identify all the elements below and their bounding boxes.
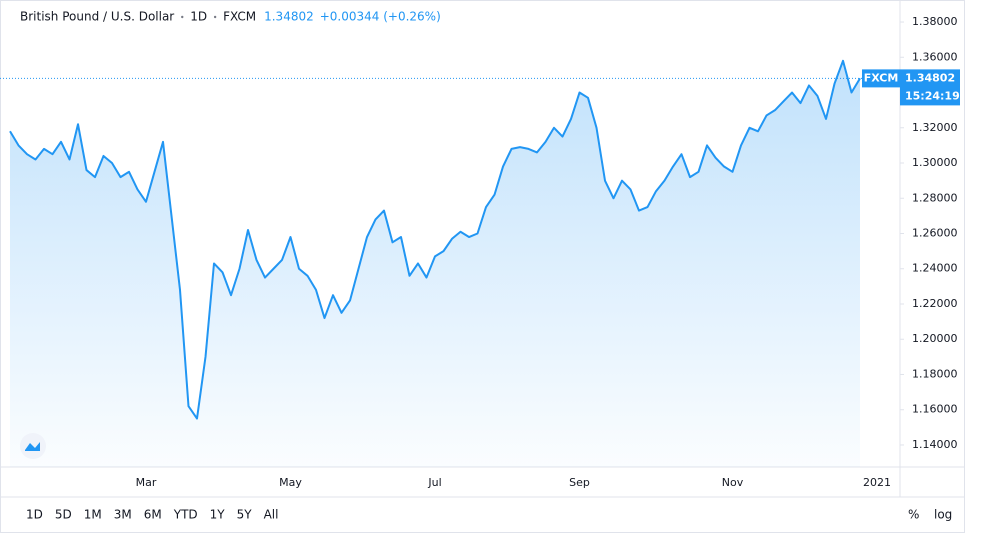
range-button[interactable]: 1M: [84, 508, 102, 522]
scale-button[interactable]: %: [908, 508, 919, 522]
separator: [213, 15, 217, 19]
y-tick-label: 1.38000: [912, 15, 958, 28]
exchange-tag: [862, 69, 900, 88]
last-price: 1.34802: [264, 10, 314, 24]
y-tick-label: 1.22000: [912, 297, 958, 310]
price-tag: [900, 69, 960, 106]
y-tick-label: 1.18000: [912, 367, 958, 380]
range-button[interactable]: 3M: [114, 508, 132, 522]
range-button[interactable]: YTD: [173, 508, 198, 522]
range-button[interactable]: 6M: [144, 508, 162, 522]
range-button[interactable]: 1Y: [210, 508, 226, 522]
range-button[interactable]: All: [264, 508, 279, 522]
range-button[interactable]: 1D: [26, 508, 43, 522]
scale-button[interactable]: log: [934, 508, 952, 522]
y-tick-label: 1.26000: [912, 227, 958, 240]
x-tick-label: May: [279, 476, 302, 489]
x-tick-label: 2021: [863, 476, 891, 489]
y-tick-label: 1.14000: [912, 438, 958, 451]
area-fill: [10, 60, 860, 467]
y-tick-label: 1.30000: [912, 156, 958, 169]
range-button[interactable]: 5Y: [237, 508, 253, 522]
x-tick-label: Jul: [427, 476, 441, 489]
price-change: +0.00344 (+0.26%): [320, 10, 441, 24]
logo-icon[interactable]: [25, 442, 40, 451]
y-tick-label: 1.28000: [912, 191, 958, 204]
symbol: British Pound / U.S. Dollar: [20, 10, 174, 24]
separator: [181, 15, 184, 19]
y-tick-label: 1.16000: [912, 403, 958, 416]
price-tag-label: 1.34802: [905, 71, 955, 84]
x-tick-label: Sep: [569, 476, 590, 489]
countdown: 15:24:19: [905, 89, 960, 102]
price-line: [9, 59, 861, 420]
exchange-tag-label: FXCM: [864, 71, 899, 84]
x-tick-label: Nov: [722, 476, 744, 489]
x-tick-label: Mar: [136, 476, 157, 489]
y-tick-label: 1.24000: [912, 262, 958, 275]
y-tick-label: 1.32000: [912, 121, 958, 134]
y-tick-label: 1.36000: [912, 50, 958, 63]
y-tick-label: 1.20000: [912, 332, 958, 345]
interval: 1D: [190, 10, 207, 24]
range-button[interactable]: 5D: [55, 508, 72, 522]
exchange: FXCM: [223, 10, 256, 24]
logo[interactable]: [20, 433, 46, 459]
